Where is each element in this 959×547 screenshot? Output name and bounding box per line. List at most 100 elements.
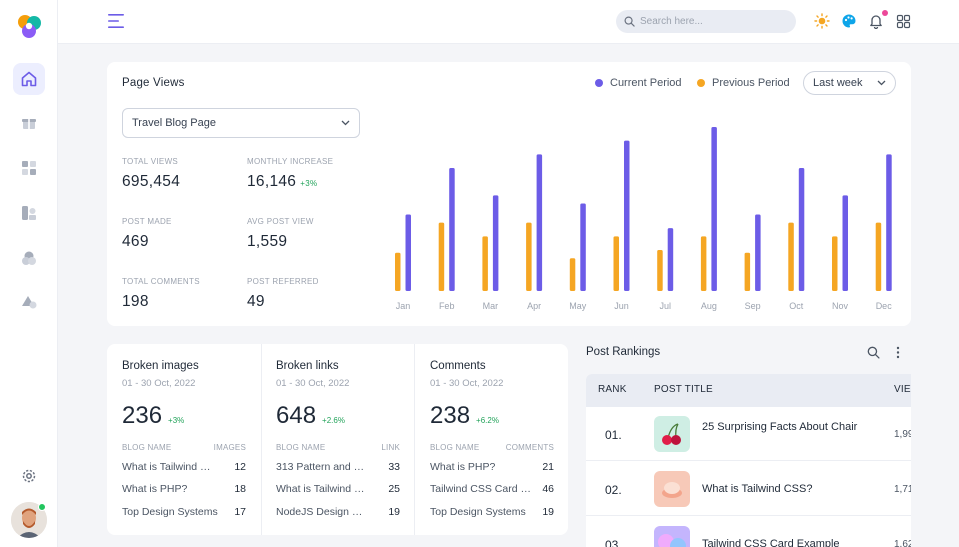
previous-period-bar[interactable] bbox=[657, 250, 663, 291]
search-input[interactable] bbox=[640, 16, 780, 27]
sidebar-item-dashboard[interactable] bbox=[13, 152, 45, 184]
blog-name: 313 Pattern and Color Ideas bbox=[276, 461, 368, 473]
table-row[interactable]: 03. Tailwind CSS Card Example 1,62 bbox=[586, 517, 911, 547]
previous-period-bar[interactable] bbox=[788, 222, 794, 291]
current-period-bar[interactable] bbox=[711, 127, 717, 291]
total-views-value: 695,454 bbox=[122, 173, 181, 190]
current-period-bar[interactable] bbox=[492, 195, 499, 291]
broken-links-header: BLOG NAME LINK bbox=[276, 443, 400, 452]
list-item[interactable]: What is Tailwind CSS? 25 bbox=[276, 483, 400, 495]
range-select[interactable]: Last week bbox=[803, 71, 896, 95]
previous-period-bar[interactable] bbox=[482, 236, 488, 291]
product-photo-icon bbox=[662, 482, 682, 498]
monthly-increase-value: 16,146 bbox=[247, 173, 297, 190]
count: 18 bbox=[234, 483, 246, 495]
page-select-value: Travel Blog Page bbox=[132, 117, 216, 129]
broken-images-date: 01 - 30 Oct, 2022 bbox=[122, 378, 196, 389]
column-header: BLOG NAME bbox=[122, 443, 172, 452]
current-period-bar[interactable] bbox=[449, 168, 455, 291]
previous-period-bar[interactable] bbox=[700, 236, 707, 291]
metrics-divider bbox=[414, 344, 415, 535]
notifications-button[interactable] bbox=[867, 12, 885, 30]
current-period-bar[interactable] bbox=[755, 214, 761, 291]
shapes-icon bbox=[22, 296, 37, 309]
app-logo-icon[interactable] bbox=[14, 12, 44, 42]
top-bar bbox=[58, 0, 959, 44]
current-period-bar[interactable] bbox=[405, 214, 412, 291]
sidebar-item-home[interactable] bbox=[13, 63, 45, 95]
legend-previous-label: Previous Period bbox=[712, 77, 790, 89]
sidebar-item-gifts[interactable] bbox=[13, 107, 45, 139]
list-item[interactable]: What is Tailwind CSS? 12 bbox=[122, 461, 246, 473]
current-period-bar[interactable] bbox=[886, 154, 892, 291]
sidebar-item-settings[interactable] bbox=[13, 460, 45, 492]
sidebar-item-elements[interactable] bbox=[13, 242, 45, 274]
gear-icon bbox=[22, 469, 36, 483]
current-period-bar[interactable] bbox=[580, 203, 586, 291]
post-thumbnail bbox=[654, 526, 690, 547]
rank-number: 02. bbox=[605, 483, 622, 497]
sun-icon bbox=[814, 13, 830, 29]
list-item[interactable]: What is PHP? 18 bbox=[122, 483, 246, 495]
list-item[interactable]: What is PHP? 21 bbox=[430, 461, 554, 473]
page-select[interactable]: Travel Blog Page bbox=[122, 108, 360, 138]
broken-links-delta: +2.6% bbox=[322, 416, 345, 425]
rank-column-header: RANK bbox=[598, 384, 627, 395]
current-period-bar[interactable] bbox=[536, 154, 543, 291]
current-period-bar[interactable] bbox=[667, 228, 674, 291]
components-icon bbox=[22, 206, 36, 220]
rankings-search-button[interactable] bbox=[867, 346, 881, 360]
previous-period-bar[interactable] bbox=[569, 258, 576, 291]
comments-panel: Comments 01 - 30 Oct, 2022 238 +6.2% BLOG… bbox=[415, 344, 568, 535]
list-item[interactable]: Top Design Systems 17 bbox=[122, 506, 246, 518]
broken-links-value: 648 bbox=[276, 402, 317, 429]
previous-period-bar[interactable] bbox=[526, 222, 532, 291]
post-rankings-title: Post Rankings bbox=[586, 346, 661, 358]
table-row[interactable]: 02. What is Tailwind CSS? 1,71 bbox=[586, 462, 911, 516]
previous-period-bar[interactable] bbox=[613, 236, 620, 291]
monthly-increase-label: MONTHLY INCREASE bbox=[247, 157, 334, 166]
search-box[interactable] bbox=[616, 10, 796, 33]
sidebar-item-components[interactable] bbox=[13, 197, 45, 229]
post-thumbnail bbox=[654, 471, 690, 507]
current-period-bar[interactable] bbox=[624, 140, 630, 291]
count: 33 bbox=[388, 461, 400, 473]
notification-badge bbox=[882, 10, 888, 16]
count: 12 bbox=[234, 461, 246, 473]
menu-toggle-icon[interactable] bbox=[107, 13, 125, 29]
views-column-header: VIEWS bbox=[894, 384, 911, 395]
previous-period-bar[interactable] bbox=[744, 252, 751, 291]
table-row[interactable]: 01. 25 Surprising Facts About Chair 1,99 bbox=[586, 407, 911, 461]
x-tick-label: Oct bbox=[789, 301, 804, 311]
previous-period-bar[interactable] bbox=[875, 222, 882, 291]
previous-period-bar[interactable] bbox=[832, 236, 838, 291]
post-title: Tailwind CSS Card Example bbox=[702, 538, 840, 547]
x-tick-label: Feb bbox=[439, 301, 455, 311]
list-item[interactable]: Top Design Systems 19 bbox=[430, 506, 554, 518]
post-title: 25 Surprising Facts About Chair bbox=[702, 421, 858, 433]
blog-name: NodeJS Design Patterns bbox=[276, 506, 368, 518]
x-tick-label: Apr bbox=[527, 301, 541, 311]
sidebar-item-shapes[interactable] bbox=[13, 286, 45, 318]
list-item[interactable]: Tailwind CSS Card Example 46 bbox=[430, 483, 554, 495]
metrics-divider bbox=[261, 344, 262, 535]
list-item[interactable]: NodeJS Design Patterns 19 bbox=[276, 506, 400, 518]
rank-number: 03. bbox=[605, 538, 622, 547]
abstract-shapes-icon bbox=[658, 534, 686, 547]
monthly-increase-stat: 16,146 +3% bbox=[247, 173, 317, 191]
previous-period-bar[interactable] bbox=[438, 222, 445, 291]
home-icon bbox=[21, 71, 37, 87]
count: 46 bbox=[542, 483, 554, 495]
current-period-bar[interactable] bbox=[842, 195, 849, 291]
theme-toggle-button[interactable] bbox=[813, 12, 831, 30]
previous-period-bar[interactable] bbox=[395, 252, 401, 291]
rankings-more-button[interactable] bbox=[893, 346, 903, 360]
apps-button[interactable] bbox=[894, 12, 912, 30]
list-item[interactable]: 313 Pattern and Color Ideas 33 bbox=[276, 461, 400, 473]
search-icon bbox=[867, 346, 880, 359]
page-views-chart: Jan Feb Mar Apr May Jun Jul Aug Sep Oct Nov Dec bbox=[395, 127, 892, 311]
comments-date: 01 - 30 Oct, 2022 bbox=[430, 378, 504, 389]
broken-images-stat: 236 +3% bbox=[122, 402, 184, 430]
current-period-bar[interactable] bbox=[798, 168, 805, 291]
palette-button[interactable] bbox=[840, 12, 858, 30]
